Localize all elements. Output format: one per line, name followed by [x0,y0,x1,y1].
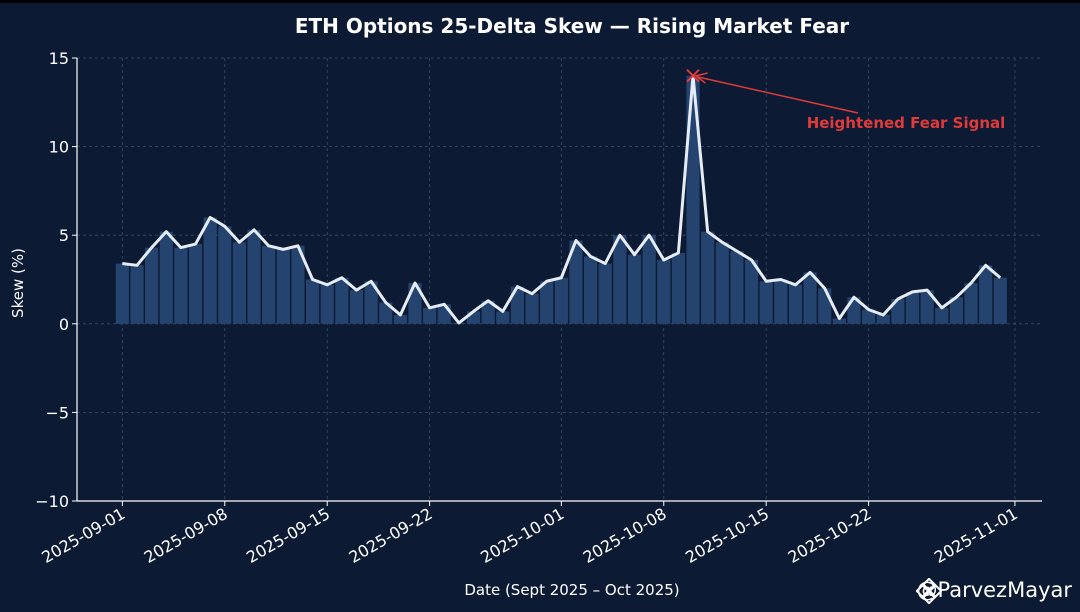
chart-frame: ETH Options 25-Delta Skew — Rising Marke… [0,3,1080,612]
skew-chart: ETH Options 25-Delta Skew — Rising Marke… [9,14,1042,599]
bar [174,247,188,324]
bar [496,311,510,324]
skew-line [122,74,1002,325]
line-series [122,74,1002,325]
bar [686,75,700,324]
bar [262,245,276,324]
x-tick-label: 2025-10-22 [785,504,875,567]
bar [905,291,920,324]
bar [744,260,759,324]
peak-marker-stroke-b [686,69,700,83]
bar [832,318,846,324]
annotation-label: Heightened Fear Signal [807,114,1006,132]
bar [964,283,978,324]
bar [759,281,773,324]
bar [818,288,832,324]
bar [862,309,876,324]
bar [627,254,642,324]
watermark: @ParvezMayar [916,578,1072,604]
bar [554,277,568,324]
bar [349,290,364,324]
bar [364,281,378,324]
bar-series [115,75,1007,324]
x-tick-label: 2025-10-15 [682,504,772,567]
x-tick-label: 2025-10-08 [580,504,670,567]
x-tick-label: 2025-10-01 [477,504,567,567]
bar [788,284,803,324]
chart-title: ETH Options 25-Delta Skew — Rising Marke… [295,14,849,38]
bar [730,251,744,324]
bar [276,249,290,324]
bar [291,245,305,324]
bar [671,252,685,324]
x-tick-label: 2025-09-08 [141,504,231,567]
bar [613,235,627,324]
y-tick-label: −5 [45,403,69,422]
bar [993,277,1007,324]
bar [159,231,173,324]
y-tick-label: −10 [35,492,69,511]
y-axis-label: Skew (%) [9,248,27,318]
bar [115,263,129,324]
bar [584,256,598,324]
annotation-arrow [696,75,859,114]
bar [979,265,993,324]
bar [218,226,232,324]
watermark-text: @ParvezMayar [916,578,1072,602]
bar [335,277,349,324]
bar [891,298,905,324]
x-tick-label: 2025-11-01 [931,504,1021,567]
bar [145,247,159,324]
bar [437,304,451,324]
bar [423,307,437,324]
y-tick-label: 0 [59,315,69,334]
bar [774,279,788,324]
bar [393,314,407,324]
annotation-arrowhead [694,72,708,84]
x-tick-label: 2025-09-22 [346,504,436,567]
bar [510,286,525,324]
bar [876,314,890,324]
y-tick-label: 5 [59,226,69,245]
bar [715,242,729,324]
bar [379,302,393,324]
x-axis-label: Date (Sept 2025 – Oct 2025) [464,581,679,599]
bar [949,297,963,324]
bar [247,229,261,324]
y-tick-label: 15 [49,49,69,68]
bar [569,240,583,324]
bar [935,307,949,324]
x-tick-label: 2025-09-01 [38,504,128,567]
bar [130,265,144,324]
annotation-group: Heightened Fear Signal [686,69,1006,132]
axes [72,57,1042,506]
bar [657,260,671,324]
bar [701,231,715,324]
bar [920,290,934,324]
x-tick-label: 2025-09-15 [243,504,333,567]
bar [642,235,656,324]
bar [203,217,217,324]
bar [525,293,539,324]
grid-lines [77,57,1042,502]
binance-icon [916,578,943,604]
bar [598,263,612,324]
bar [481,300,495,324]
bar [305,279,320,324]
bar [320,284,334,324]
bar [803,272,817,324]
bar [188,244,203,324]
y-tick-label: 10 [49,138,69,157]
bar [232,242,247,324]
bar [540,281,554,324]
